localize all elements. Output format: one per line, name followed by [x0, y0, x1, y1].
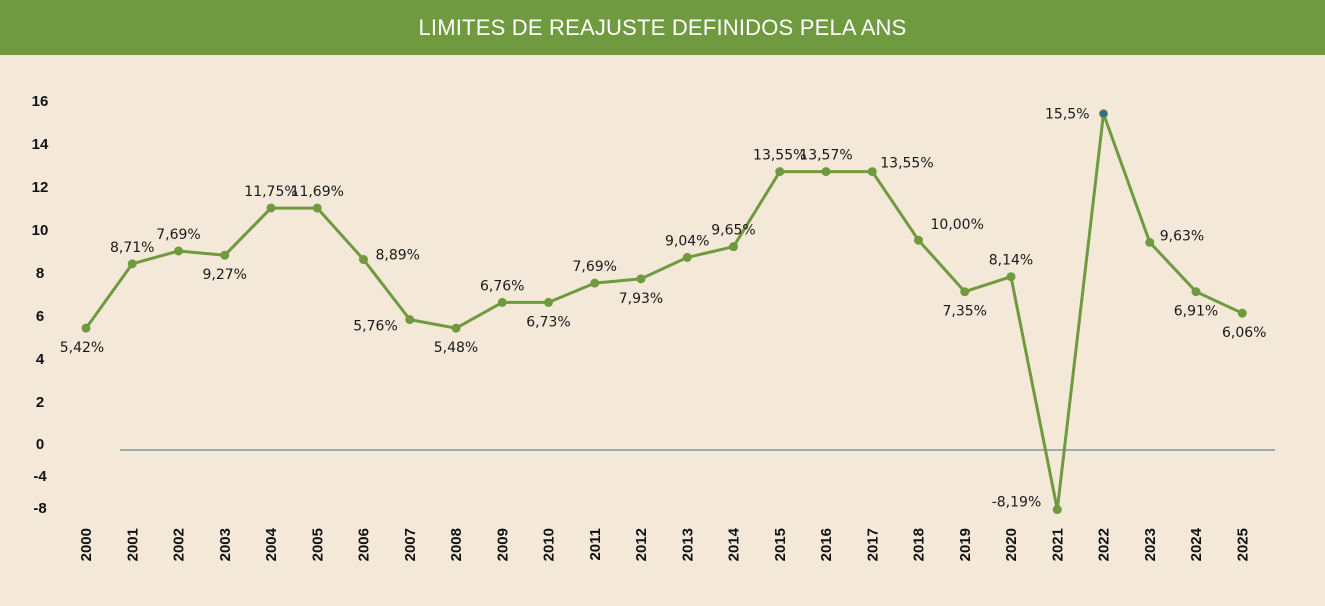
data-label: 7,69%	[156, 227, 200, 243]
data-label: 9,27%	[203, 267, 247, 283]
data-label: 6,76%	[480, 278, 524, 294]
data-point	[590, 278, 600, 288]
x-tick-label: 2011	[587, 528, 604, 561]
data-label: 13,55%	[753, 148, 806, 164]
data-point	[821, 167, 831, 177]
x-tick-label: 2024	[1188, 527, 1205, 561]
x-tick-label: 2007	[402, 528, 419, 561]
data-label: 8,89%	[376, 248, 420, 264]
data-point	[312, 203, 322, 213]
data-point	[544, 297, 553, 307]
x-tick-label: 2014	[726, 527, 743, 561]
x-tick-label: 2015	[772, 528, 789, 561]
chart-title: LIMITES DE REAJUSTE DEFINIDOS PELA ANS	[0, 0, 1325, 55]
x-tick-label: 2023	[1142, 528, 1159, 561]
y-tick-label: 2	[36, 394, 44, 411]
data-point	[775, 167, 785, 177]
data-point	[81, 323, 91, 333]
x-tick-label: 2021	[1049, 528, 1066, 561]
data-point	[960, 287, 970, 297]
x-tick-label: 2001	[124, 528, 141, 561]
data-point	[1145, 237, 1155, 247]
data-label: -8,19%	[992, 495, 1042, 511]
data-point	[266, 203, 276, 213]
x-tick-label: 2006	[356, 528, 373, 561]
x-tick-label: 2019	[957, 528, 974, 561]
data-point	[127, 259, 137, 269]
data-label: 13,57%	[799, 148, 852, 164]
data-label: 8,71%	[110, 240, 154, 256]
data-point	[1099, 109, 1108, 119]
data-point	[636, 274, 646, 284]
y-tick-label: 16	[32, 93, 49, 110]
x-tick-label: 2012	[633, 528, 650, 561]
x-tick-label: 2008	[448, 528, 465, 561]
data-point	[914, 235, 923, 245]
data-point	[1191, 287, 1201, 297]
data-point	[451, 323, 461, 333]
x-axis: 2000 2001 2002 2003 2004 2005 2006 2007 2008 2009…	[78, 527, 1251, 561]
y-tick-label: 6	[36, 308, 44, 325]
data-label: 8,14%	[989, 253, 1033, 269]
x-tick-label: 2017	[864, 528, 881, 561]
data-label: 9,65%	[711, 223, 755, 239]
data-label: 10,00%	[931, 217, 984, 233]
data-points	[81, 109, 1247, 515]
x-tick-label: 2022	[1096, 528, 1113, 561]
data-label: 11,69%	[291, 184, 344, 200]
data-point	[174, 246, 183, 256]
x-tick-label: 2025	[1234, 528, 1251, 561]
data-point	[359, 255, 368, 265]
data-label: 6,06%	[1222, 325, 1266, 341]
x-tick-label: 2013	[679, 528, 696, 561]
data-label: 7,69%	[573, 259, 617, 275]
data-label: 11,75%	[244, 184, 297, 200]
data-point	[405, 315, 415, 325]
data-label: 5,76%	[353, 319, 397, 335]
data-label: 13,55%	[880, 156, 933, 172]
x-tick-label: 2002	[171, 528, 188, 561]
data-label: 6,91%	[1174, 304, 1218, 320]
data-labels: 5,42%8,71%7,69%9,27%11,75%11,69%8,89%5,7…	[60, 107, 1267, 511]
data-label: 7,35%	[943, 304, 987, 320]
x-tick-label: 2003	[217, 528, 234, 561]
x-tick-label: 2005	[309, 528, 326, 561]
data-point	[1006, 272, 1016, 282]
y-tick-label: 0	[36, 436, 44, 453]
x-tick-label: 2016	[818, 528, 835, 561]
y-tick-label: 8	[36, 265, 44, 282]
y-tick-label: 4	[36, 351, 45, 368]
y-tick-label: 14	[32, 136, 49, 153]
x-tick-label: 2010	[541, 528, 558, 561]
data-label: 5,42%	[60, 340, 104, 356]
series-line	[84, 112, 1243, 512]
y-tick-label: -8	[33, 500, 46, 517]
data-label: 6,73%	[526, 314, 570, 330]
x-tick-label: 2020	[1003, 528, 1020, 561]
y-tick-label: -4	[33, 468, 47, 485]
data-point	[1237, 308, 1247, 318]
data-label: 5,48%	[434, 340, 478, 356]
y-axis: 16 14 12 10 8 6 4 2 0 -4 -8	[32, 93, 49, 517]
data-point	[220, 250, 230, 260]
data-point	[1052, 505, 1062, 515]
x-tick-label: 2000	[78, 528, 95, 561]
data-label: 15,5%	[1045, 107, 1089, 123]
data-point	[867, 167, 877, 177]
data-label: 7,93%	[619, 291, 663, 307]
x-tick-label: 2018	[911, 528, 928, 561]
data-point	[682, 252, 692, 262]
y-tick-label: 10	[32, 222, 49, 239]
y-tick-label: 12	[32, 179, 49, 196]
x-tick-label: 2004	[263, 527, 280, 561]
data-label: 9,04%	[665, 233, 709, 249]
data-point	[729, 242, 738, 252]
x-tick-label: 2009	[494, 528, 511, 561]
data-label: 9,63%	[1160, 228, 1204, 244]
data-point	[497, 297, 507, 307]
